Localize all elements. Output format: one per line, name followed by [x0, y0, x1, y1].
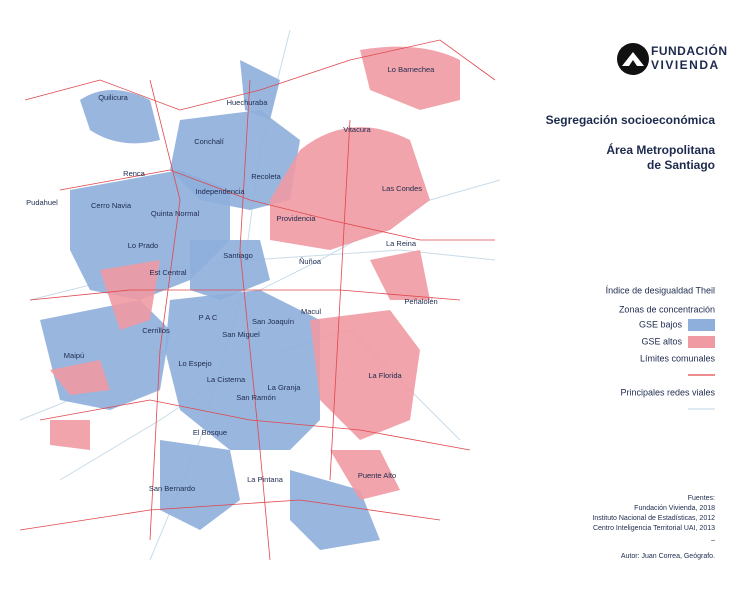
- commune-label: Quinta Normal: [151, 209, 200, 218]
- legend-label: GSE bajos: [639, 319, 683, 329]
- commune-label: La Cisterna: [207, 375, 246, 384]
- high-zones: [50, 46, 460, 500]
- commune-label: Est Central: [149, 268, 186, 277]
- logo: FUNDACIÓN VIVIENDA: [617, 43, 728, 75]
- commune-label: Santiago: [223, 251, 253, 260]
- map: Quilicura Huechuraba Lo Barnechea Vitacura C…: [19, 29, 501, 561]
- commune-label: Quilicura: [98, 93, 128, 102]
- commune-label: Pudahuel: [26, 198, 58, 207]
- commune-label: Vitacura: [343, 125, 371, 134]
- title: Segregación socioeconómica: [546, 113, 716, 127]
- commune-label: La Reina: [386, 239, 417, 248]
- commune-label: Cerro Navia: [91, 201, 132, 210]
- legend-swatch: [688, 336, 715, 348]
- logo-line1: FUNDACIÓN: [651, 43, 728, 58]
- legend-label: Principales redes viales: [620, 387, 715, 397]
- commune-label: Lo Barnechea: [388, 65, 436, 74]
- legend-swatch: [688, 319, 715, 331]
- commune-label: La Florida: [368, 371, 402, 380]
- legend-label: GSE altos: [641, 336, 682, 346]
- commune-label: Independencia: [195, 187, 245, 196]
- commune-label: San Joaquín: [252, 317, 294, 326]
- commune-label: Recoleta: [251, 172, 281, 181]
- commune-label: Cerrillos: [142, 326, 170, 335]
- separator: –: [711, 537, 715, 544]
- commune-label: Puente Alto: [358, 471, 396, 480]
- legend-label: Límites comunales: [640, 353, 716, 363]
- commune-boundaries: [19, 39, 496, 561]
- commune-label: Providencia: [276, 214, 316, 223]
- commune-label: El Bosque: [193, 428, 227, 437]
- logo-mark: [622, 52, 644, 66]
- commune-label: Las Condes: [382, 184, 422, 193]
- legend-subtitle: Zonas de concentración: [619, 304, 715, 314]
- commune-label: Lo Prado: [128, 241, 158, 250]
- commune-label: San Bernardo: [149, 484, 195, 493]
- commune-label: Lo Espejo: [178, 359, 211, 368]
- low-zones: [40, 60, 380, 550]
- author: Autor: Juan Correa, Geógrafo.: [621, 553, 715, 560]
- commune-label: Renca: [123, 169, 146, 178]
- legend: GSE bajos GSE altos Límites comunales Princ…: [620, 319, 716, 410]
- commune-label: San Ramón: [236, 393, 276, 402]
- commune-label: Peñalolén: [404, 297, 437, 306]
- commune-label: Macul: [301, 307, 321, 316]
- subtitle: de Santiago: [647, 158, 715, 172]
- commune-label: Conchalí: [194, 137, 225, 146]
- legend-title: Índice de desigualdad Theil: [606, 285, 715, 295]
- commune-label: Maipú: [64, 351, 84, 360]
- commune-labels: Quilicura Huechuraba Lo Barnechea Vitacura C…: [26, 65, 438, 493]
- source: Centro Inteligencia Territorial UAI, 201…: [593, 525, 715, 532]
- source: Instituto Nacional de Estadísticas, 2012: [592, 515, 715, 522]
- subtitle: Área Metropolitana: [606, 142, 715, 157]
- source: Fundación Vivienda, 2018: [634, 505, 715, 512]
- sources-heading: Fuentes:: [688, 495, 715, 502]
- commune-label: Ñuñoa: [299, 257, 322, 266]
- commune-label: La Granja: [268, 383, 302, 392]
- commune-label: San Miguel: [222, 330, 260, 339]
- logo-line2: VIVIENDA: [651, 58, 720, 72]
- commune-label: La Pintana: [247, 475, 284, 484]
- commune-label: P A C: [199, 313, 218, 322]
- commune-label: Huechuraba: [227, 98, 269, 107]
